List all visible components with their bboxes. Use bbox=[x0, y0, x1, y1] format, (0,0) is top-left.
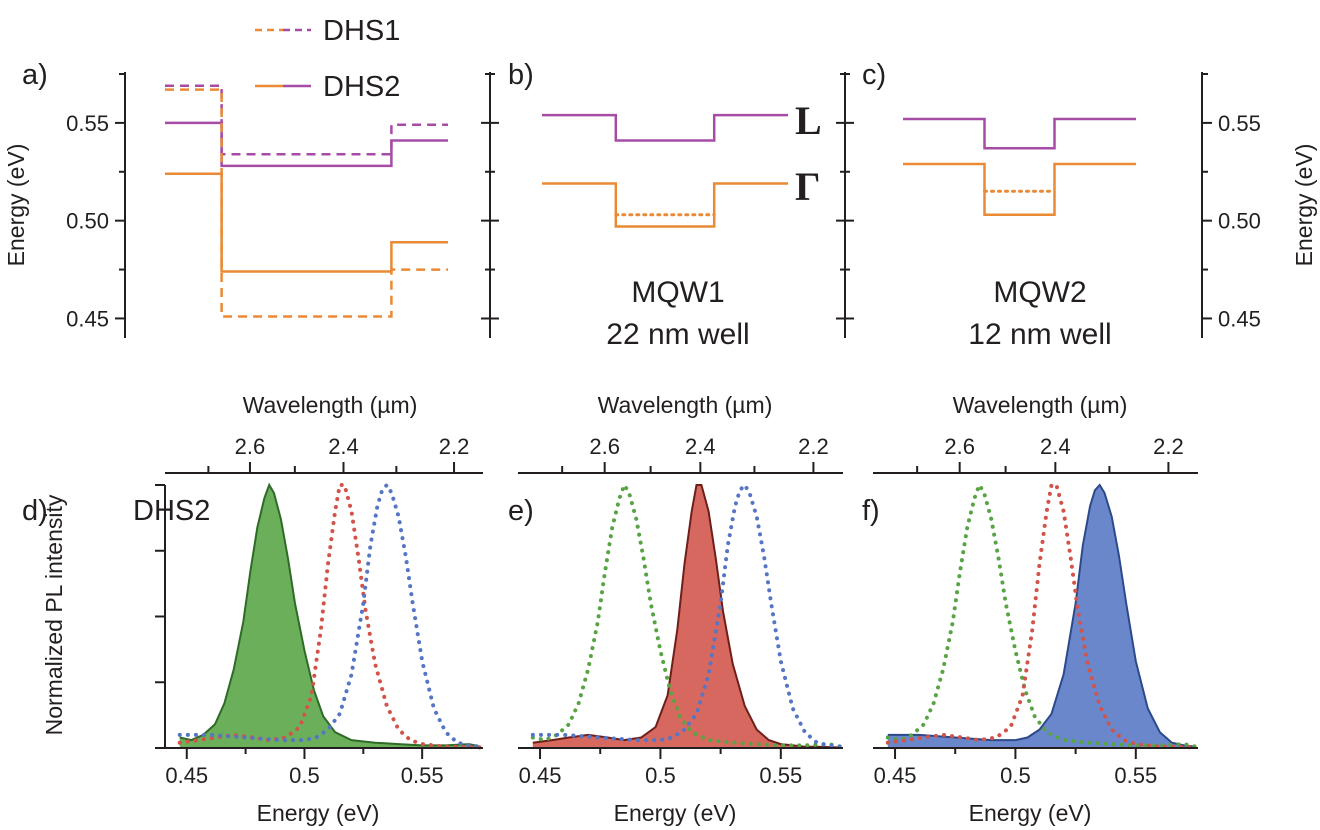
panel-d-green-outline bbox=[179, 482, 482, 748]
panel-a: a) Energy (eV) 0.45 0.50 0.55 bbox=[3, 59, 448, 338]
panel-d-red-dotted-line bbox=[177, 483, 483, 750]
panel-d-top-xlabel: Wavelength (µm) bbox=[243, 392, 418, 418]
panel-d-top-tick-label: 2.2 bbox=[439, 434, 470, 459]
panel-d: Wavelength (µm) d) DHS2 Normalized PL in… bbox=[22, 392, 483, 826]
panel-d-top-tick-label: 2.6 bbox=[235, 434, 266, 459]
panel-d-inner-label: DHS2 bbox=[133, 495, 210, 527]
legend: DHS1 DHS2 bbox=[255, 15, 400, 103]
panel-c-caption-line1: MQW2 bbox=[993, 276, 1086, 309]
panel-f-green-dotted-line bbox=[885, 480, 1198, 749]
panel-e-plot: 0.45 0.5 0.55 2.6 2.4 2.2 bbox=[518, 434, 843, 788]
panel-b-band-lines bbox=[542, 113, 788, 228]
panel-c-right-ytick-label: 0.55 bbox=[1218, 111, 1261, 136]
panel-d-xtick-label: 0.5 bbox=[289, 763, 320, 788]
panel-e-xtick-label: 0.55 bbox=[759, 763, 802, 788]
panel-e-red-area bbox=[532, 485, 841, 748]
panel-a-ylabel: Energy (eV) bbox=[3, 144, 29, 267]
panel-a-l-dhs2-solid-line bbox=[165, 121, 448, 168]
panel-f-blue-area bbox=[887, 485, 1196, 748]
panel-b-gamma-solid-line bbox=[542, 182, 788, 228]
legend-dhs2-label: DHS2 bbox=[323, 71, 400, 103]
panel-a-gamma-dhs1-dashed-line bbox=[165, 88, 448, 318]
panel-c-label: c) bbox=[862, 59, 886, 91]
panel-e-top-xlabel: Wavelength (µm) bbox=[598, 392, 773, 418]
panel-f-plot: 0.45 0.5 0.55 2.6 2.4 2.2 bbox=[873, 434, 1198, 788]
panel-b: b) L Γ MQW1 22 nm well bbox=[481, 59, 822, 351]
panel-b-gamma-label: Γ bbox=[795, 164, 820, 209]
panel-e: Wavelength (µm) e) Energy (eV) 0.45 0.5 0.… bbox=[508, 392, 843, 826]
panel-f-top-tick-label: 2.2 bbox=[1153, 434, 1184, 459]
panel-c-right-ytick-label: 0.50 bbox=[1218, 209, 1261, 234]
panel-c: c) 0.45 0.50 0.55 Energy (eV) MQW2 12 nm w… bbox=[836, 59, 1317, 351]
panel-d-xtick-label: 0.55 bbox=[401, 763, 444, 788]
panel-f-top-xlabel: Wavelength (µm) bbox=[953, 392, 1128, 418]
panel-e-top-tick-label: 2.2 bbox=[798, 434, 829, 459]
panel-f-top-tick-label: 2.4 bbox=[1040, 434, 1071, 459]
panel-f: Wavelength (µm) f) Energy (eV) 0.45 0.5 0.… bbox=[862, 392, 1198, 826]
panel-e-xtick-label: 0.45 bbox=[519, 763, 562, 788]
panel-f-red-dotted-line bbox=[885, 483, 1198, 750]
panel-b-ticks bbox=[481, 73, 499, 320]
panel-f-xtick-label: 0.55 bbox=[1114, 763, 1157, 788]
panel-c-caption-line2: 12 nm well bbox=[968, 318, 1111, 351]
panel-e-green-dotted-line bbox=[530, 480, 843, 749]
panel-e-xlabel: Energy (eV) bbox=[614, 800, 737, 826]
panel-e-label: e) bbox=[508, 495, 534, 527]
panel-f-xtick-label: 0.45 bbox=[874, 763, 917, 788]
panel-d-ylabel: Normalized PL intensity bbox=[41, 494, 67, 735]
panel-d-xlabel: Energy (eV) bbox=[257, 800, 380, 826]
panel-f-top-tick-label: 2.6 bbox=[944, 434, 975, 459]
panel-a-gamma-dhs2-solid-line bbox=[165, 172, 448, 273]
panel-f-blue-outline bbox=[887, 483, 1197, 748]
panel-c-l-solid-line bbox=[903, 117, 1136, 150]
panel-f-xlabel: Energy (eV) bbox=[969, 800, 1092, 826]
panel-c-ylabel: Energy (eV) bbox=[1291, 144, 1317, 267]
panel-b-L-label: L bbox=[795, 98, 822, 143]
panel-d-label: d) bbox=[22, 495, 48, 527]
panel-c-right-ytick-label: 0.45 bbox=[1218, 306, 1261, 331]
panel-a-ticks: 0.45 0.50 0.55 bbox=[66, 73, 125, 331]
panel-d-blue-dotted-line bbox=[177, 481, 483, 749]
panel-b-caption-line1: MQW1 bbox=[631, 276, 724, 309]
panel-d-plot: 0.45 0.5 0.55 2.6 2.4 2.2 bbox=[155, 434, 483, 788]
panel-f-xtick-label: 0.5 bbox=[1000, 763, 1031, 788]
panel-d-xtick-label: 0.45 bbox=[165, 763, 208, 788]
panel-a-ytick-label: 0.55 bbox=[66, 111, 109, 136]
panel-b-label: b) bbox=[508, 59, 534, 91]
panel-e-top-tick-label: 2.6 bbox=[589, 434, 620, 459]
panel-e-red-outline bbox=[532, 484, 842, 749]
panel-a-ytick-label: 0.45 bbox=[66, 306, 109, 331]
panel-f-label: f) bbox=[862, 495, 880, 527]
panel-a-band-lines bbox=[165, 84, 448, 318]
panel-b-caption-line2: 22 nm well bbox=[606, 318, 749, 351]
panel-a-label: a) bbox=[22, 59, 48, 91]
panel-c-band-lines bbox=[903, 117, 1136, 217]
panel-a-l-dhs1-dashed-line bbox=[165, 84, 448, 156]
panel-e-xtick-label: 0.5 bbox=[645, 763, 676, 788]
panel-d-green-area bbox=[179, 485, 481, 748]
panel-e-top-tick-label: 2.4 bbox=[685, 434, 716, 459]
legend-dhs1-label: DHS1 bbox=[323, 15, 400, 47]
panel-d-top-tick-label: 2.4 bbox=[328, 434, 359, 459]
panel-a-ytick-label: 0.50 bbox=[66, 209, 109, 234]
panel-b-l-solid-line bbox=[542, 113, 788, 142]
panel-c-ticks: 0.45 0.50 0.55 bbox=[836, 73, 1261, 331]
panel-c-gamma-solid-line bbox=[903, 162, 1136, 217]
